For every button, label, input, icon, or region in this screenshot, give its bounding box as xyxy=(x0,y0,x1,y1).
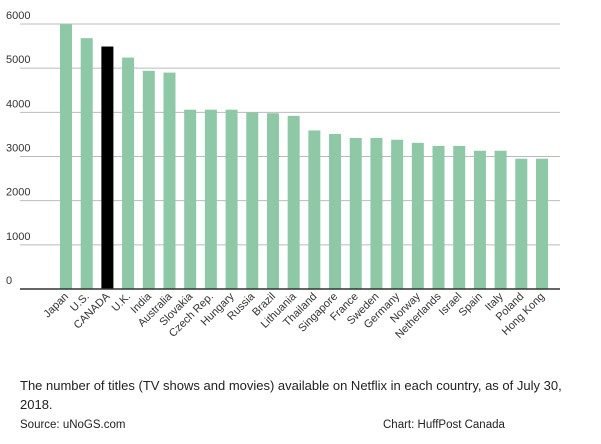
bar xyxy=(246,112,259,289)
y-tick-label: 3000 xyxy=(6,143,30,155)
source: Source: uNoGS.com xyxy=(20,419,126,431)
bar xyxy=(80,38,93,290)
bar xyxy=(536,158,548,289)
bar xyxy=(453,145,466,289)
bar xyxy=(473,150,486,289)
chart: 0100020003000400050006000JapanU.S.CANADA… xyxy=(6,10,560,341)
bar xyxy=(411,142,424,289)
bar xyxy=(163,72,176,289)
bar xyxy=(370,137,383,289)
bar xyxy=(60,24,72,290)
y-tick-label: 5000 xyxy=(6,54,30,66)
y-tick-label: 0 xyxy=(6,275,12,287)
credit: Chart: HuffPost Canada xyxy=(383,419,505,431)
bar xyxy=(184,109,197,289)
bar xyxy=(142,70,155,289)
bar xyxy=(329,133,342,289)
bar xyxy=(308,130,321,289)
bar xyxy=(515,158,528,289)
y-tick-label: 2000 xyxy=(6,187,30,199)
bar xyxy=(122,57,135,289)
x-tick-label: Spain xyxy=(457,291,485,319)
y-tick-label: 1000 xyxy=(6,231,30,243)
bar xyxy=(349,137,362,289)
bar xyxy=(432,145,445,289)
y-tick-label: 6000 xyxy=(6,10,30,22)
bar xyxy=(101,46,114,290)
x-tick-label: U.K. xyxy=(110,291,134,315)
y-tick-label: 4000 xyxy=(6,98,30,110)
bar xyxy=(204,109,217,289)
bar xyxy=(287,115,300,289)
x-tick-label: Japan xyxy=(41,291,71,321)
caption: The number of titles (TV shows and movie… xyxy=(20,378,562,412)
bar xyxy=(266,113,279,289)
bar xyxy=(494,150,507,289)
bar xyxy=(391,139,404,289)
bar xyxy=(225,109,238,289)
